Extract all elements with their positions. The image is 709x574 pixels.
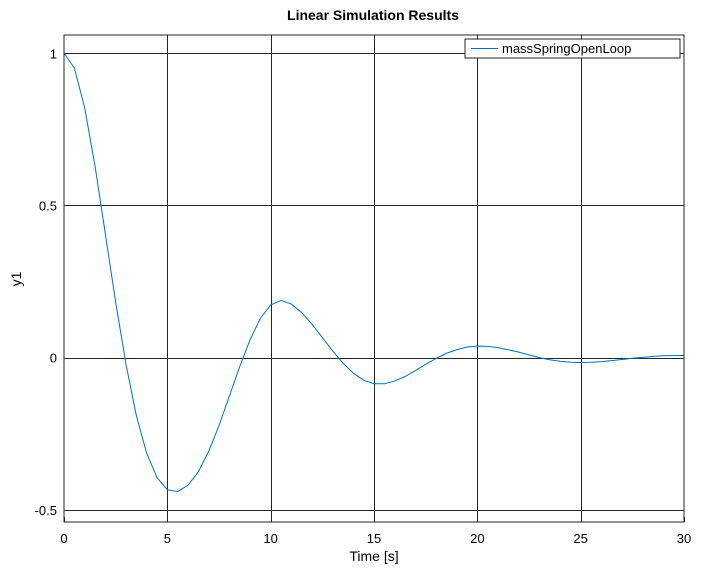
x-tick-label: 25 — [573, 531, 587, 546]
x-tick-label: 15 — [367, 531, 381, 546]
legend-entry-label: massSpringOpenLoop — [502, 41, 631, 56]
y-tick-label: 0 — [50, 351, 57, 366]
y-axis-ticks: -0.5 0 0.5 1 — [35, 46, 69, 518]
y-axis-label: y1 — [8, 271, 24, 286]
y-tick-label: -0.5 — [35, 503, 57, 518]
x-tick-label: 20 — [470, 531, 484, 546]
chart-title: Linear Simulation Results — [287, 7, 459, 23]
y-tick-label: 0.5 — [39, 198, 57, 213]
series-line-massSpringOpenLoop — [63, 52, 684, 493]
x-tick-label: 5 — [164, 531, 171, 546]
x-tick-label: 10 — [263, 531, 277, 546]
x-tick-label: 0 — [60, 531, 67, 546]
x-tick-label: 30 — [677, 531, 691, 546]
series-layer — [63, 52, 684, 493]
legend: massSpringOpenLoop — [464, 38, 681, 59]
x-axis-label: Time [s] — [349, 548, 398, 564]
x-axis-ticks: 0 5 10 15 20 25 30 — [60, 517, 691, 546]
y-tick-label: 1 — [50, 46, 57, 61]
legend-box — [464, 38, 681, 59]
